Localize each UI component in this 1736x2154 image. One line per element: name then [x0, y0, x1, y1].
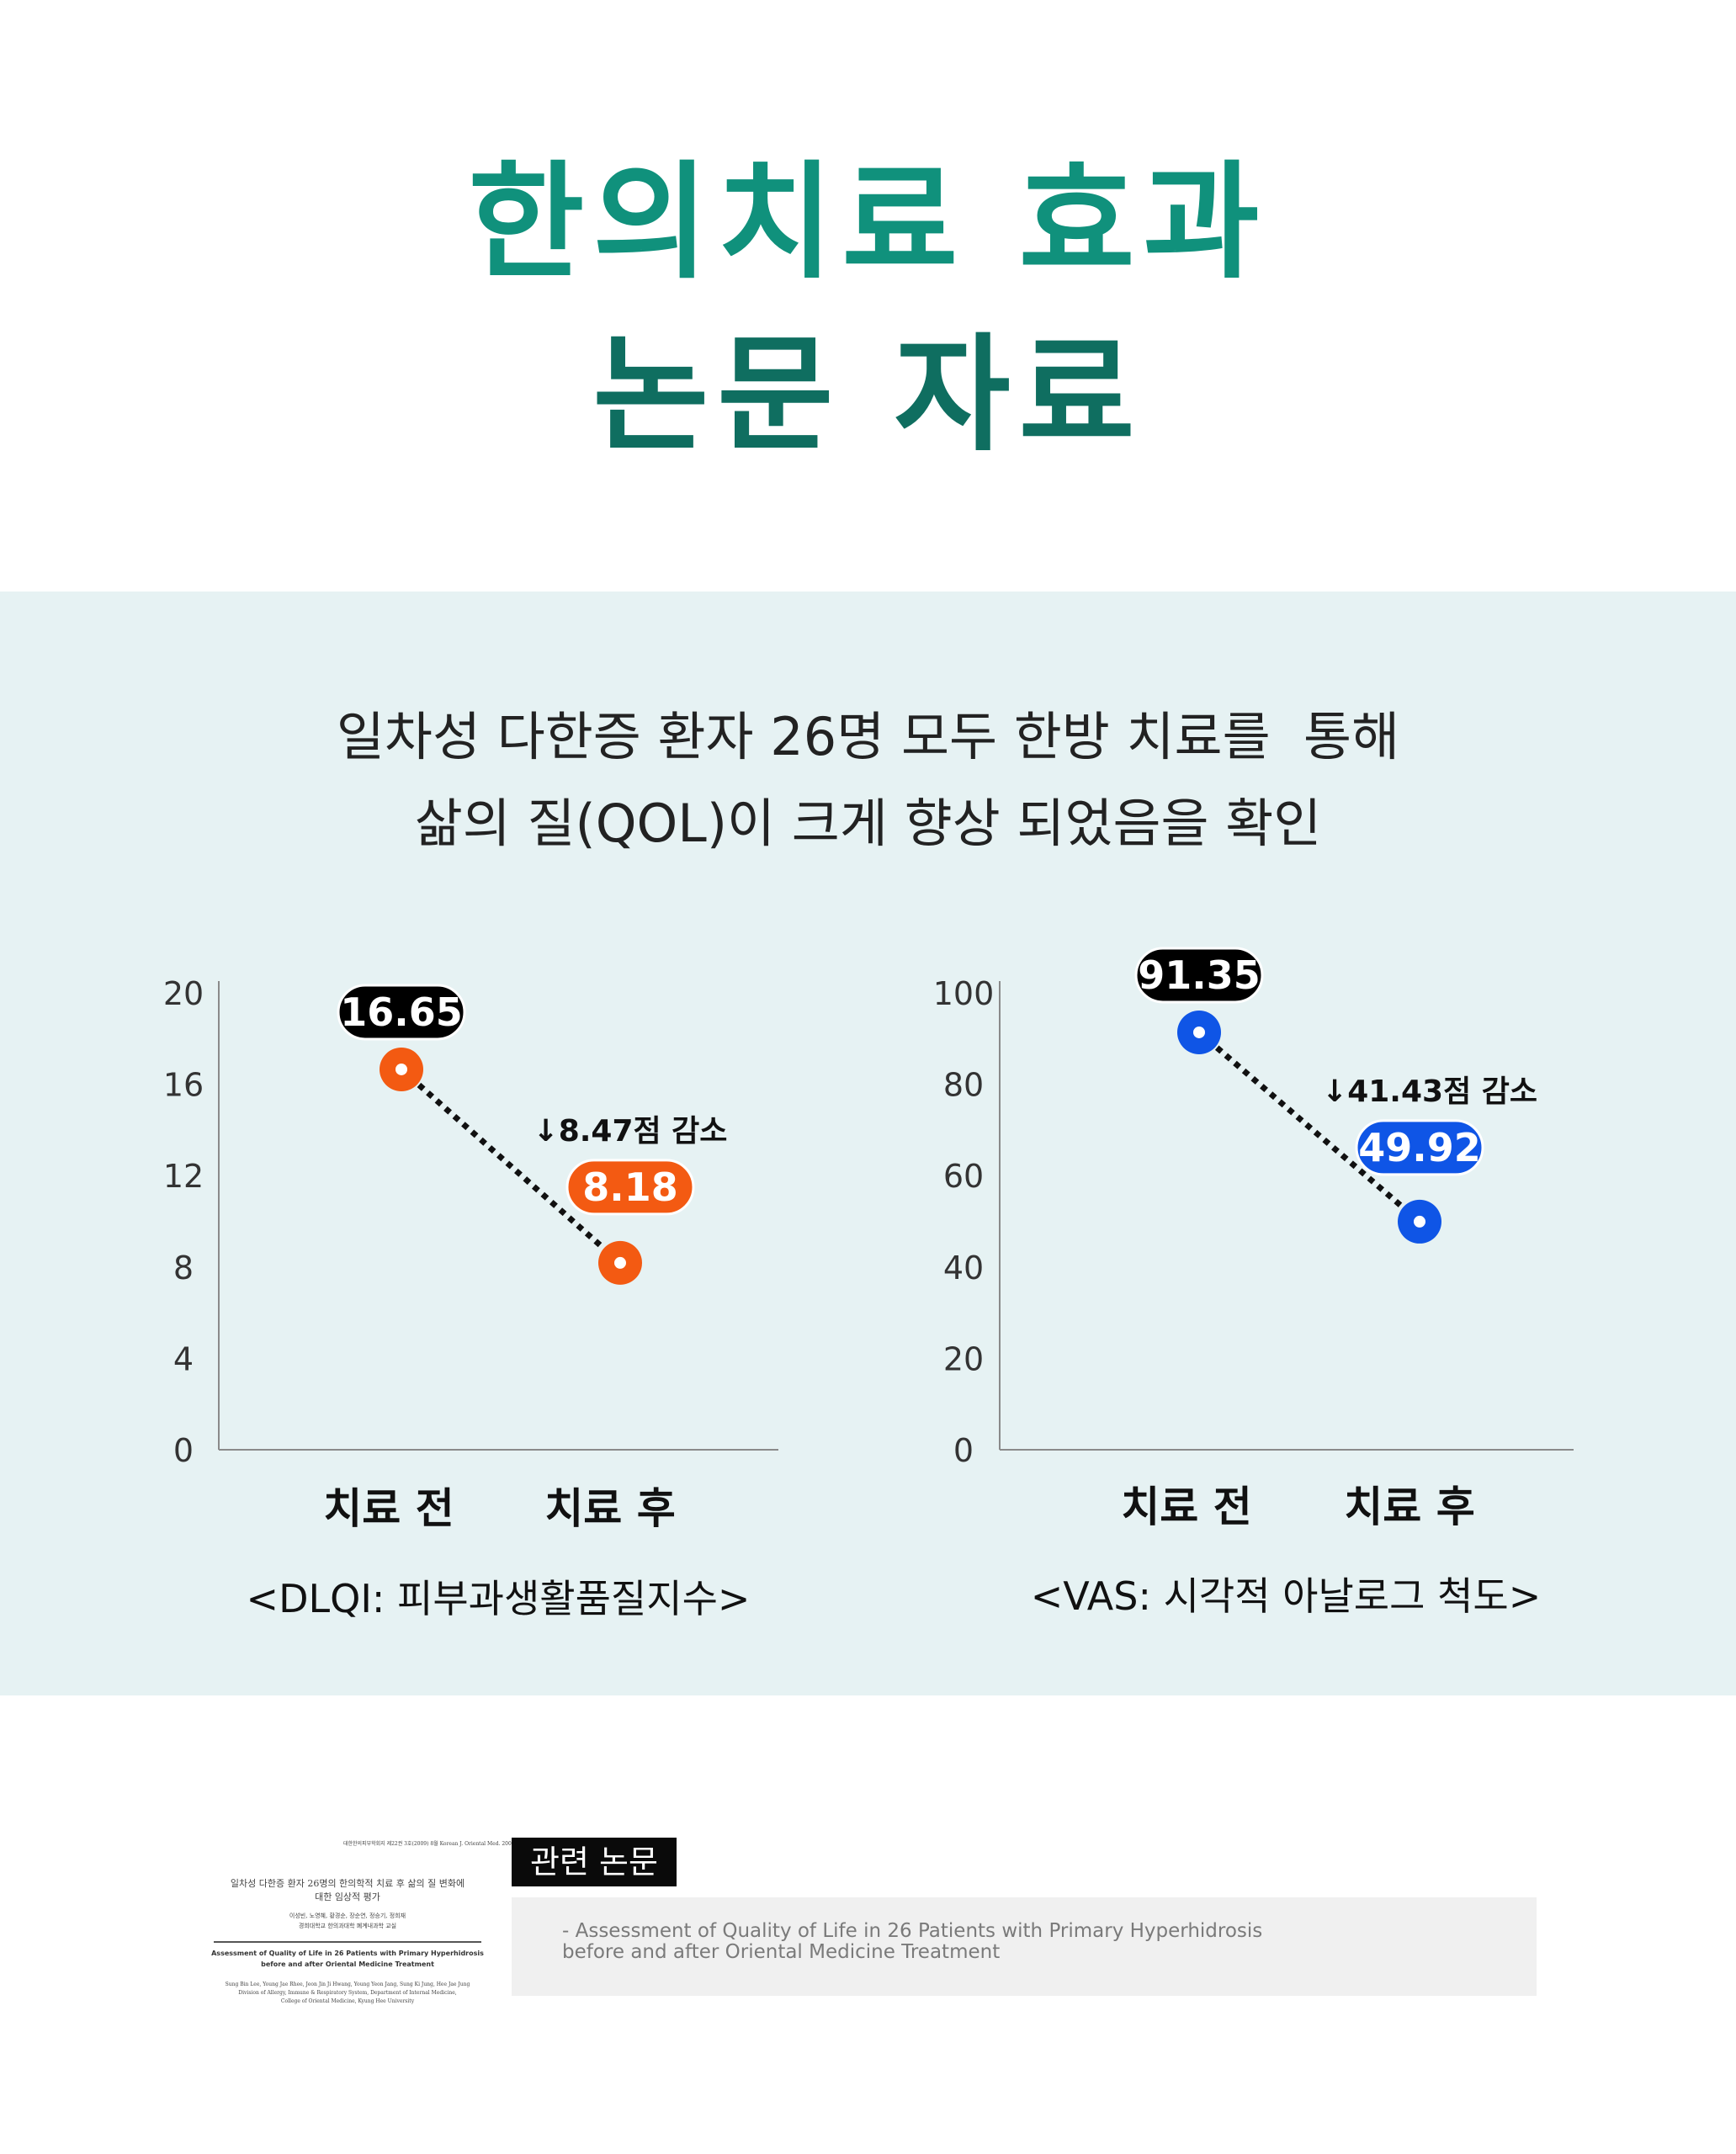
vas-y-tick-label: 20	[943, 1340, 984, 1377]
vas-chart-title: <VAS: 시각적 아날로그 척도>	[1031, 1573, 1542, 1619]
thumbnail-authors-en: Sung Bin Lee, Young Jae Rhee, Jeon Jin J…	[225, 1982, 470, 1987]
thumbnail-affiliation-en-2: College of Oriental Medicine, Kyung Hee …	[280, 1998, 415, 2004]
vas-y-tick-label: 40	[943, 1249, 984, 1287]
vas-value-pill	[1355, 1119, 1484, 1176]
thumbnail-authors: 이성빈, 노영혜, 황경순, 장순연, 정승기, 정희재	[289, 1913, 406, 1919]
thumbnail-affiliation-en-1: Division of Allergy, Immune & Respirator…	[238, 1990, 457, 1996]
summary-line-1: 일차성 다한증 환자 26명 모두 한방 치료를 통해	[336, 706, 1400, 767]
dlqi-value-pill	[337, 984, 466, 1041]
summary-line-2: 삶의 질(QOL)이 크게 향상 되었음을 확인	[414, 793, 1322, 854]
paper-thumbnail: 대한한의피부학회지 제22권 3호(2009) 8월 Korean J. Ori…	[209, 1834, 547, 2015]
thumbnail-journal: 대한한의피부학회지 제22권 3호(2009) 8월 Korean J. Ori…	[343, 1841, 547, 1847]
vas-data-point-center	[1414, 1215, 1425, 1228]
thumbnail-title-en-1: Assessment of Quality of Life in 26 Pati…	[211, 1950, 484, 1957]
dlqi-chart-title: <DLQI: 피부과생활품질지수>	[247, 1576, 751, 1621]
vas-y-tick-label: 80	[943, 1067, 984, 1104]
vas-series-line	[1197, 1030, 1422, 1224]
related-paper-badge: 관련 논문	[512, 1838, 677, 1886]
vas-value-pill	[1134, 947, 1264, 1004]
reference-text: - Assessment of Quality of Life in 26 Pa…	[562, 1920, 1263, 1963]
vas-y-tick-label: 60	[943, 1158, 984, 1195]
vas-category-label: 치료 전	[1121, 1483, 1251, 1531]
vas-data-point-center	[1193, 1026, 1205, 1038]
dlqi-category-label: 치료 전	[323, 1484, 454, 1533]
dlqi-data-point-center	[396, 1063, 407, 1075]
dlqi-y-tick-label: 8	[173, 1249, 194, 1287]
vas-y-tick-label: 0	[953, 1432, 974, 1469]
dlqi-value-pill	[565, 1159, 695, 1216]
vas-y-tick-label: 100	[933, 975, 995, 1012]
thumbnail-title-ko-1: 일차성 다한증 환자 26명의 한의학적 치료 후 삶의 질 변화에	[230, 1878, 465, 1889]
dlqi-y-tick-label: 16	[163, 1067, 204, 1104]
dlqi-value-label: 16.65	[340, 989, 463, 1035]
dlqi-y-tick-label: 12	[163, 1158, 204, 1195]
thumbnail-affiliation: 경희대학교 한의과대학 폐계내과학 교실	[298, 1923, 397, 1929]
vas-change-annotation: ↓41.43점 감소	[1322, 1074, 1537, 1109]
dlqi-y-tick-label: 0	[173, 1432, 194, 1469]
vas-value-label: 91.35	[1138, 952, 1261, 998]
dlqi-series-line	[399, 1067, 623, 1265]
reference-box: - Assessment of Quality of Life in 26 Pa…	[512, 1897, 1537, 1996]
vas-value-label: 49.92	[1358, 1125, 1481, 1170]
page-title-line-1: 한의치료 효과	[468, 150, 1268, 296]
vas-category-label: 치료 후	[1344, 1483, 1474, 1531]
thumbnail-title-ko-2: 대한 임상적 평가	[315, 1891, 380, 1902]
thumbnail-divider	[214, 1941, 481, 1943]
dlqi-data-point-center	[614, 1256, 626, 1269]
dlqi-category-label: 치료 후	[544, 1484, 675, 1533]
thumbnail-title-en-2: before and after Oriental Medicine Treat…	[261, 1960, 434, 1968]
dlqi-y-tick-label: 4	[173, 1340, 194, 1377]
dlqi-value-label: 8.18	[582, 1165, 678, 1210]
dlqi-change-annotation: ↓8.47점 감소	[534, 1114, 728, 1149]
dlqi-y-tick-label: 20	[163, 975, 204, 1012]
page-title-line-2: 논문 자료	[592, 322, 1144, 469]
